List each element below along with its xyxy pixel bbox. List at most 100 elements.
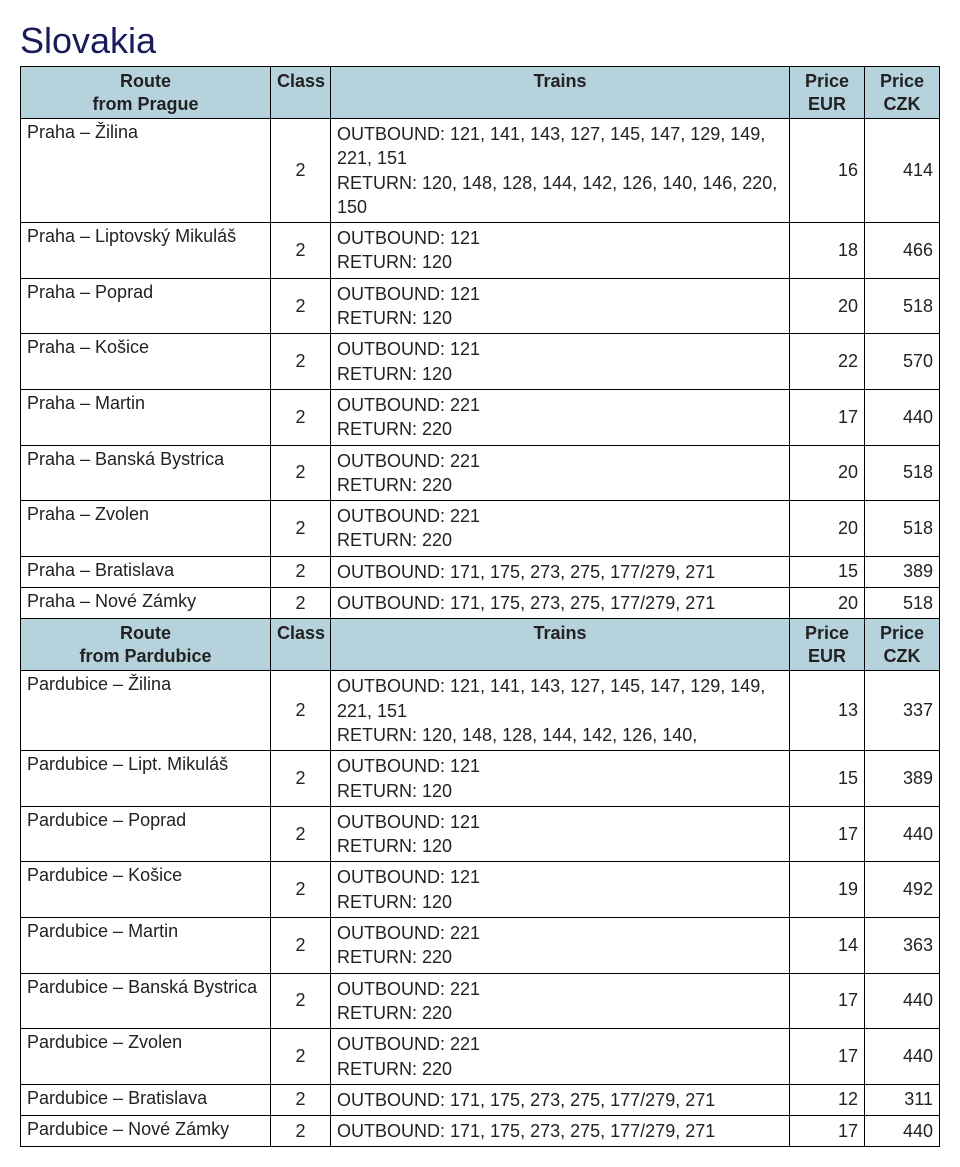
cell-route: Pardubice – Bratislava: [21, 1084, 271, 1115]
cell-class: 2: [271, 389, 331, 445]
cell-price-czk: 440: [865, 1116, 940, 1147]
cell-price-eur: 22: [790, 334, 865, 390]
cell-price-eur: 16: [790, 119, 865, 223]
col-class-header: Class: [271, 67, 331, 119]
cell-price-czk: 440: [865, 1029, 940, 1085]
cell-route: Praha – Martin: [21, 389, 271, 445]
cell-trains: OUTBOUND: 121RETURN: 120: [331, 334, 790, 390]
table-row: Pardubice – Nové Zámky2OUTBOUND: 171, 17…: [21, 1116, 940, 1147]
table-row: Pardubice – Martin2OUTBOUND: 221RETURN: …: [21, 918, 940, 974]
page-title: Slovakia: [20, 20, 940, 62]
cell-price-czk: 466: [865, 223, 940, 279]
cell-trains: OUTBOUND: 171, 175, 273, 275, 177/279, 2…: [331, 588, 790, 619]
cell-price-czk: 440: [865, 389, 940, 445]
cell-trains: OUTBOUND: 171, 175, 273, 275, 177/279, 2…: [331, 1116, 790, 1147]
cell-route: Pardubice – Zvolen: [21, 1029, 271, 1085]
col-class-header: Class: [271, 619, 331, 671]
cell-route: Pardubice – Banská Bystrica: [21, 973, 271, 1029]
cell-route: Praha – Žilina: [21, 119, 271, 223]
cell-price-czk: 440: [865, 973, 940, 1029]
table-row: Praha – Zvolen2OUTBOUND: 221RETURN: 2202…: [21, 501, 940, 557]
table-row: Pardubice – Košice2OUTBOUND: 121RETURN: …: [21, 862, 940, 918]
table-row: Praha – Žilina2OUTBOUND: 121, 141, 143, …: [21, 119, 940, 223]
cell-price-eur: 20: [790, 588, 865, 619]
cell-route: Praha – Poprad: [21, 278, 271, 334]
cell-trains: OUTBOUND: 121RETURN: 120: [331, 806, 790, 862]
cell-route: Praha – Banská Bystrica: [21, 445, 271, 501]
cell-class: 2: [271, 918, 331, 974]
cell-price-eur: 20: [790, 278, 865, 334]
table-row: Praha – Liptovský Mikuláš2OUTBOUND: 121R…: [21, 223, 940, 279]
table-row: Praha – Banská Bystrica2OUTBOUND: 221RET…: [21, 445, 940, 501]
col-czk-header: PriceCZK: [865, 619, 940, 671]
table-row: Pardubice – Bratislava2OUTBOUND: 171, 17…: [21, 1084, 940, 1115]
cell-class: 2: [271, 445, 331, 501]
cell-route: Pardubice – Nové Zámky: [21, 1116, 271, 1147]
cell-class: 2: [271, 671, 331, 751]
cell-trains: OUTBOUND: 121RETURN: 120: [331, 862, 790, 918]
cell-price-eur: 18: [790, 223, 865, 279]
cell-trains: OUTBOUND: 121RETURN: 120: [331, 751, 790, 807]
col-trains-header: Trains: [331, 619, 790, 671]
cell-class: 2: [271, 278, 331, 334]
cell-trains: OUTBOUND: 171, 175, 273, 275, 177/279, 2…: [331, 556, 790, 587]
cell-class: 2: [271, 806, 331, 862]
cell-class: 2: [271, 588, 331, 619]
cell-price-czk: 518: [865, 278, 940, 334]
table-row: Pardubice – Banská Bystrica2OUTBOUND: 22…: [21, 973, 940, 1029]
cell-route: Pardubice – Martin: [21, 918, 271, 974]
cell-price-czk: 518: [865, 445, 940, 501]
cell-price-eur: 17: [790, 389, 865, 445]
cell-class: 2: [271, 1116, 331, 1147]
cell-class: 2: [271, 1029, 331, 1085]
cell-class: 2: [271, 556, 331, 587]
table-row: Praha – Martin2OUTBOUND: 221RETURN: 2201…: [21, 389, 940, 445]
cell-price-eur: 20: [790, 445, 865, 501]
cell-route: Praha – Bratislava: [21, 556, 271, 587]
cell-price-eur: 17: [790, 973, 865, 1029]
cell-class: 2: [271, 751, 331, 807]
cell-price-eur: 17: [790, 806, 865, 862]
table-row: Praha – Bratislava2OUTBOUND: 171, 175, 2…: [21, 556, 940, 587]
cell-price-czk: 337: [865, 671, 940, 751]
cell-trains: OUTBOUND: 221RETURN: 220: [331, 973, 790, 1029]
col-route-header: Routefrom Prague: [21, 67, 271, 119]
cell-route: Praha – Liptovský Mikuláš: [21, 223, 271, 279]
cell-trains: OUTBOUND: 121RETURN: 120: [331, 223, 790, 279]
cell-class: 2: [271, 862, 331, 918]
table-row: Pardubice – Lipt. Mikuláš2OUTBOUND: 121R…: [21, 751, 940, 807]
col-route-header: Routefrom Pardubice: [21, 619, 271, 671]
cell-route: Pardubice – Lipt. Mikuláš: [21, 751, 271, 807]
cell-class: 2: [271, 119, 331, 223]
cell-price-czk: 414: [865, 119, 940, 223]
cell-class: 2: [271, 334, 331, 390]
cell-price-czk: 492: [865, 862, 940, 918]
cell-trains: OUTBOUND: 221RETURN: 220: [331, 389, 790, 445]
cell-class: 2: [271, 973, 331, 1029]
cell-trains: OUTBOUND: 171, 175, 273, 275, 177/279, 2…: [331, 1084, 790, 1115]
cell-class: 2: [271, 223, 331, 279]
cell-route: Praha – Zvolen: [21, 501, 271, 557]
cell-price-czk: 440: [865, 806, 940, 862]
col-eur-header: PriceEUR: [790, 67, 865, 119]
table-row: Praha – Poprad2OUTBOUND: 121RETURN: 1202…: [21, 278, 940, 334]
cell-price-eur: 12: [790, 1084, 865, 1115]
cell-trains: OUTBOUND: 221RETURN: 220: [331, 918, 790, 974]
cell-price-czk: 518: [865, 501, 940, 557]
cell-trains: OUTBOUND: 121RETURN: 120: [331, 278, 790, 334]
col-eur-header: PriceEUR: [790, 619, 865, 671]
col-trains-header: Trains: [331, 67, 790, 119]
cell-trains: OUTBOUND: 121, 141, 143, 127, 145, 147, …: [331, 119, 790, 223]
cell-route: Praha – Nové Zámky: [21, 588, 271, 619]
cell-route: Pardubice – Košice: [21, 862, 271, 918]
cell-price-eur: 15: [790, 556, 865, 587]
cell-price-eur: 19: [790, 862, 865, 918]
cell-price-eur: 17: [790, 1116, 865, 1147]
cell-price-eur: 15: [790, 751, 865, 807]
cell-route: Pardubice – Poprad: [21, 806, 271, 862]
cell-price-czk: 389: [865, 556, 940, 587]
cell-price-eur: 13: [790, 671, 865, 751]
table-row: Praha – Košice2OUTBOUND: 121RETURN: 1202…: [21, 334, 940, 390]
cell-price-czk: 570: [865, 334, 940, 390]
cell-trains: OUTBOUND: 221RETURN: 220: [331, 445, 790, 501]
